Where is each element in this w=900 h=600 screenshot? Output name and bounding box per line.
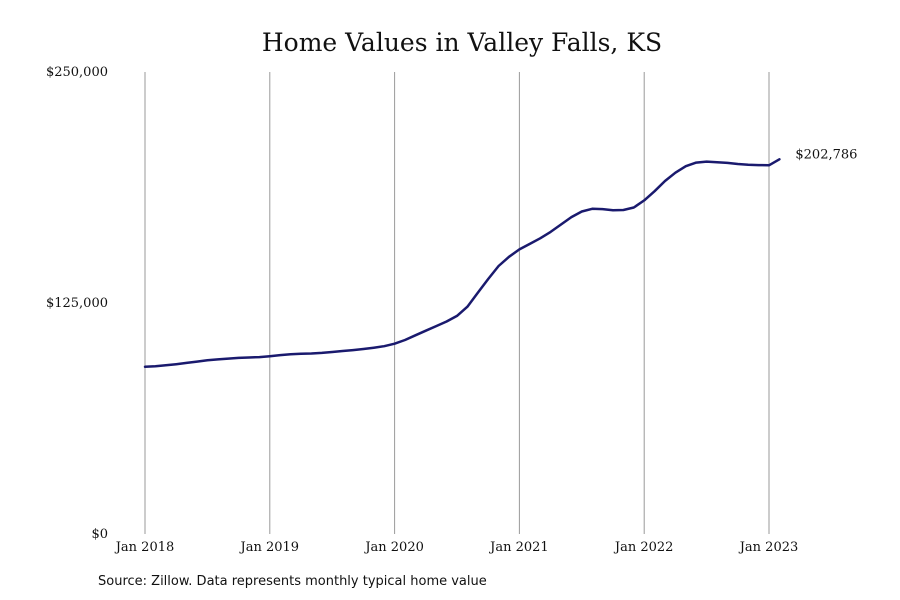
source-note: Source: Zillow. Data represents monthly … bbox=[98, 574, 487, 589]
grid-lines bbox=[144, 72, 770, 534]
y-axis: $0 $125,000 $250,000 bbox=[46, 65, 108, 542]
home-value-line bbox=[143, 158, 781, 369]
x-tick-label: Jan 2019 bbox=[239, 540, 300, 555]
x-tick-label: Jan 2020 bbox=[363, 540, 424, 555]
end-value-label: $202,786 bbox=[795, 147, 857, 162]
y-tick-label: $125,000 bbox=[46, 296, 108, 311]
x-tick-label: Jan 2018 bbox=[114, 540, 175, 555]
x-tick-label: Jan 2021 bbox=[488, 540, 549, 555]
chart-title: Home Values in Valley Falls, KS bbox=[262, 28, 662, 57]
y-tick-label: $250,000 bbox=[46, 65, 108, 80]
x-tick-label: Jan 2022 bbox=[613, 540, 674, 555]
x-axis: Jan 2018 Jan 2019 Jan 2020 Jan 2021 Jan 2022… bbox=[114, 540, 799, 555]
y-tick-label: $0 bbox=[91, 527, 108, 542]
x-tick-label: Jan 2023 bbox=[738, 540, 799, 555]
